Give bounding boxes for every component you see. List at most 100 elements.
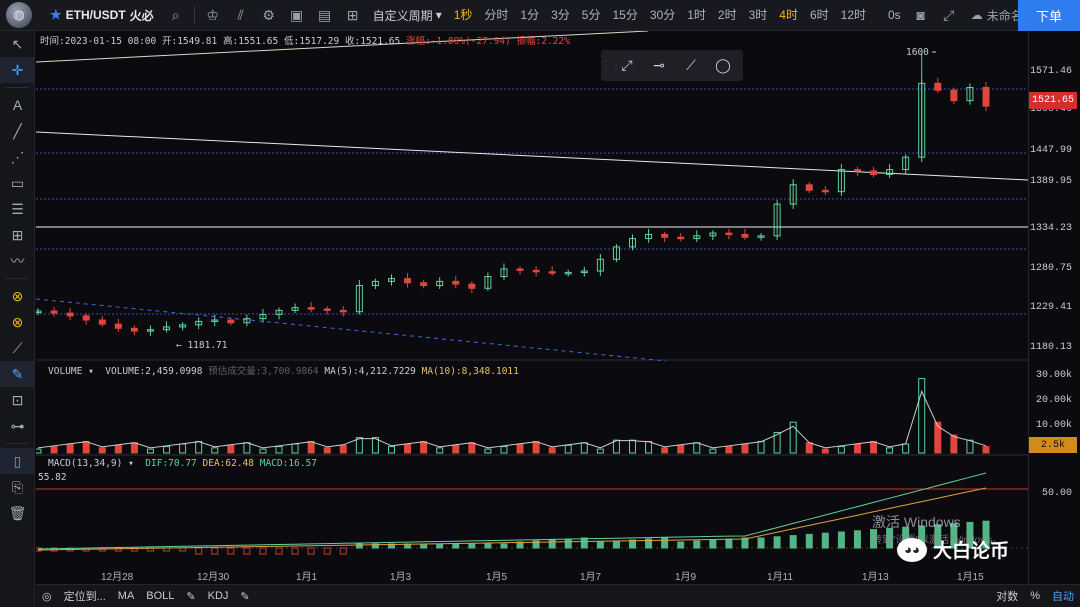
interval-tab[interactable]: 12时 xyxy=(840,7,866,22)
macd-bar xyxy=(805,533,813,549)
edit-icon[interactable]: ✎ xyxy=(240,590,250,603)
lock-icon[interactable]: ⊡ xyxy=(11,391,24,408)
object-tree-icon[interactable]: ▯ xyxy=(0,448,35,474)
macd-bar xyxy=(371,543,379,549)
candle-body xyxy=(291,307,299,311)
hline-tool-icon[interactable]: ⊸ xyxy=(653,57,665,73)
pitchfork-icon[interactable]: ⋰ xyxy=(10,148,25,165)
text-tool-icon[interactable]: A xyxy=(12,97,23,113)
crosshair-icon[interactable]: ✛ xyxy=(0,57,35,83)
log-scale-toggle[interactable]: 对数 xyxy=(996,591,1019,603)
candle-body xyxy=(50,310,58,314)
custom-period-dropdown[interactable]: 自定义周期 ▾ xyxy=(373,7,442,24)
chevron-down-icon[interactable]: ▾ xyxy=(88,366,94,377)
edit-icon[interactable]: ✎ xyxy=(186,590,196,603)
kdj-toggle[interactable]: KDJ xyxy=(207,590,229,602)
candle-body xyxy=(484,276,492,289)
candle-body xyxy=(661,233,669,238)
volume-bar xyxy=(548,447,556,454)
candle-body xyxy=(323,308,331,311)
auto-scale-toggle[interactable]: 自动 xyxy=(1052,591,1074,603)
boll-toggle[interactable]: BOLL xyxy=(146,590,175,602)
volume-bar xyxy=(757,440,765,454)
interval-tab[interactable]: 3分 xyxy=(551,7,570,22)
chart-canvas[interactable] xyxy=(36,31,1028,584)
candle-body xyxy=(243,318,251,324)
layout-name-label: 未命名 xyxy=(986,8,1023,23)
indicator-crown-icon[interactable]: ♔ xyxy=(206,6,219,23)
ray-tool-icon[interactable]: ⤢ xyxy=(621,57,633,73)
volume-bar xyxy=(307,440,315,454)
ma-toggle[interactable]: MA xyxy=(117,590,135,602)
symbol-selector[interactable]: ★ ETH/USDT 火必 xyxy=(50,7,154,24)
search-icon[interactable]: ⌕ xyxy=(171,6,180,23)
price-axis[interactable]: 1571.46 1508.46 1447.99 1389.95 1334.23 1280.… xyxy=(1028,31,1080,584)
interval-tab[interactable]: 30分 xyxy=(649,7,676,22)
candle-body xyxy=(693,235,701,240)
app-logo-icon[interactable]: ◍ xyxy=(6,2,32,28)
visibility-icon[interactable]: ⊶ xyxy=(10,417,25,434)
wave-icon[interactable]: 〰 xyxy=(10,253,25,269)
volume-value: VOLUME:2,459.0998 xyxy=(105,366,203,377)
measure-icon[interactable]: ⊞ xyxy=(11,226,24,243)
locate-icon[interactable]: ◎ xyxy=(42,590,52,603)
interval-tab[interactable]: 2时 xyxy=(717,7,737,22)
custom-period-label: 自定义周期 xyxy=(372,8,433,23)
alert-icon[interactable]: ▤ xyxy=(318,6,332,23)
ruler-icon[interactable]: ⟋ xyxy=(12,339,23,356)
interval-tab[interactable]: 分时 xyxy=(484,7,509,22)
macd-bar xyxy=(870,529,878,549)
drag-handle-icon[interactable]: ⋮⋮ xyxy=(601,60,621,71)
layout-icon[interactable]: ⊞ xyxy=(346,6,359,23)
macd-dea-line xyxy=(37,487,987,551)
volume-bar xyxy=(741,443,749,454)
time-axis-label: 1月1 xyxy=(296,572,318,583)
favorite-star-icon[interactable]: ★ xyxy=(50,7,62,22)
interval-tab[interactable]: 1秒 xyxy=(453,7,473,22)
candle-body xyxy=(516,268,524,271)
fullscreen-icon[interactable]: ⤢ xyxy=(943,6,955,23)
volume-bar xyxy=(163,446,171,454)
trendline-top[interactable] xyxy=(36,31,649,63)
candle-body xyxy=(837,169,845,193)
extend-line-icon[interactable]: ⟋ xyxy=(686,57,696,73)
clipboard-icon[interactable]: ⎘ xyxy=(11,478,24,495)
template-icon[interactable]: ▣ xyxy=(290,6,304,23)
percent-toggle[interactable]: % xyxy=(1030,590,1040,602)
macd-label[interactable]: MACD(13,34,9) xyxy=(48,458,123,469)
fib-icon[interactable]: ☰ xyxy=(11,200,24,217)
trendline-mid[interactable] xyxy=(36,131,1028,181)
interval-tab[interactable]: 15分 xyxy=(612,7,638,22)
locate-button[interactable]: 定位到... xyxy=(63,591,106,603)
interval-tab[interactable]: 1时 xyxy=(687,7,706,22)
time-axis-label: 1月15 xyxy=(957,572,984,583)
trendline-icon[interactable]: ╱ xyxy=(13,122,22,139)
macd-bar xyxy=(355,543,363,549)
draw-mode-icon[interactable]: ✎ xyxy=(0,361,35,387)
chevron-down-icon[interactable]: ▾ xyxy=(128,458,134,469)
macd-bar xyxy=(645,538,653,549)
interval-tab[interactable]: 3时 xyxy=(748,7,768,22)
magnet-icon[interactable]: ⊗ xyxy=(11,287,24,304)
volume-label[interactable]: VOLUME xyxy=(48,366,83,377)
interval-tab[interactable]: 4时 xyxy=(779,7,798,22)
macd-dea: DEA:62.48 xyxy=(202,458,254,469)
camera-icon[interactable]: ◙ xyxy=(916,7,925,23)
macd-bar xyxy=(580,537,588,549)
place-order-button[interactable]: 下单 xyxy=(1018,0,1080,31)
interval-tab[interactable]: 1分 xyxy=(520,7,540,22)
volume-bar xyxy=(725,446,733,454)
trash-icon[interactable]: 🗑 xyxy=(8,504,27,521)
magnet-strong-icon[interactable]: ⊗ xyxy=(11,313,24,330)
volume-bar xyxy=(355,437,363,454)
rectangle-icon[interactable]: ▭ xyxy=(10,174,25,191)
circle-tool-icon[interactable]: ◯ xyxy=(715,57,731,73)
volume-bar xyxy=(853,443,861,454)
chart-type-icon[interactable]: ⫽ xyxy=(237,6,244,23)
interval-tab[interactable]: 5分 xyxy=(581,7,601,22)
settings-gear-icon[interactable]: ⚙ xyxy=(262,6,275,23)
trendline-dashed[interactable] xyxy=(36,298,667,362)
divider xyxy=(6,278,28,279)
cursor-arrow-icon[interactable]: ↖ xyxy=(11,35,24,52)
interval-tab[interactable]: 6时 xyxy=(809,7,829,22)
